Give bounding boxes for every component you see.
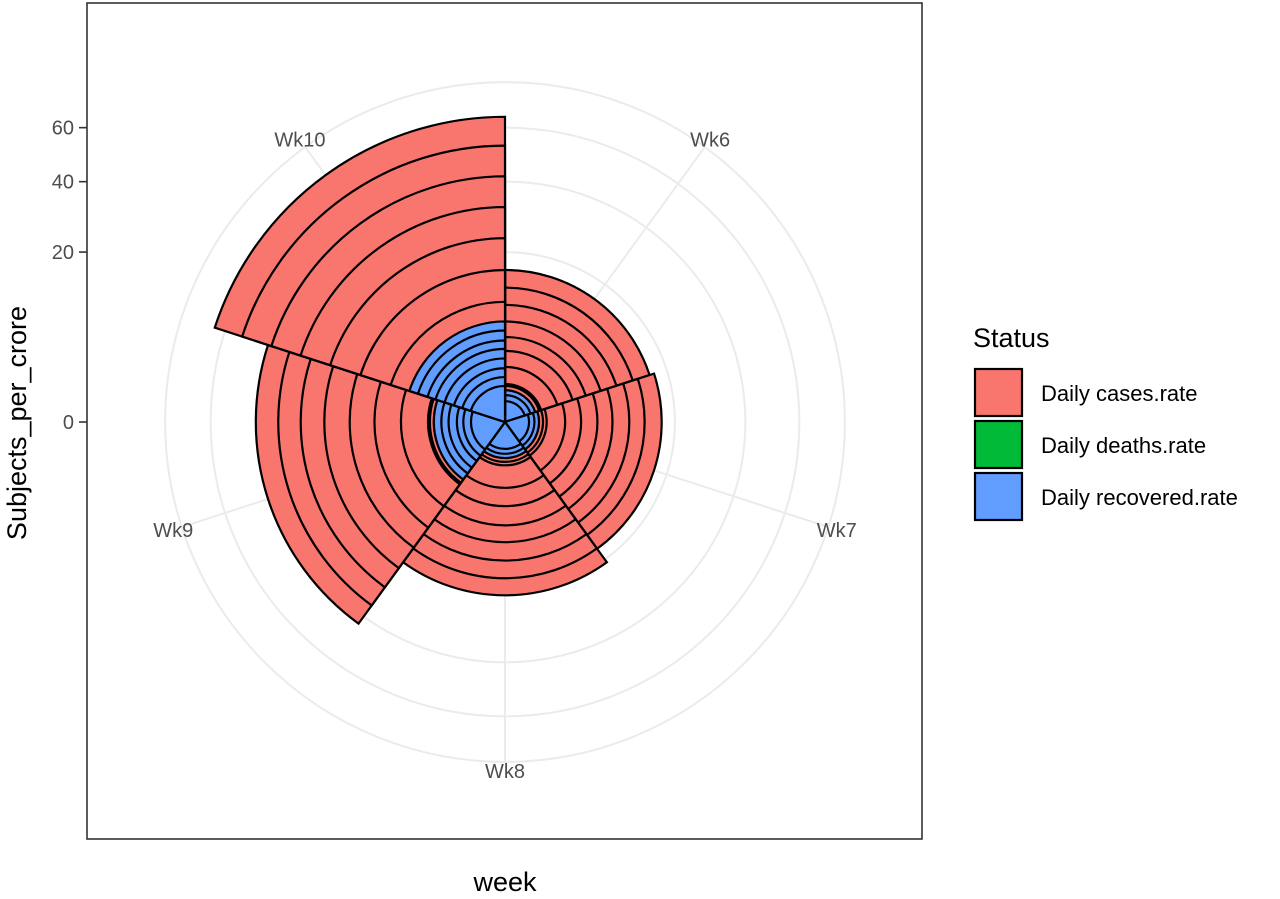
week-label: Wk9: [153, 520, 193, 542]
x-axis-title: week: [472, 867, 537, 897]
legend-label: Daily recovered.rate: [1041, 485, 1238, 510]
bar-segment: [469, 384, 507, 424]
legend: Status Daily cases.rate Daily deaths.rate…: [973, 323, 1238, 522]
legend-label: Daily deaths.rate: [1041, 433, 1206, 458]
y-tick-label: 40: [52, 172, 74, 194]
y-axis: 0 20 40 60: [52, 118, 87, 434]
y-tick-label: 0: [63, 412, 74, 434]
week-label: Wk6: [690, 130, 730, 152]
week-label: Wk10: [274, 130, 325, 152]
legend-title: Status: [973, 323, 1050, 353]
bars: [213, 115, 663, 626]
week-labels: Wk6 Wk7 Wk8 Wk9 Wk10: [153, 130, 857, 783]
y-axis-title: Subjects_per_crore: [2, 306, 32, 540]
legend-swatch: [973, 471, 1024, 522]
legend-label: Daily cases.rate: [1041, 381, 1198, 406]
week-label: Wk8: [485, 761, 525, 783]
y-tick-label: 20: [52, 242, 74, 264]
y-tick-label: 60: [52, 118, 74, 140]
legend-swatch: [973, 367, 1024, 418]
week-label: Wk7: [817, 520, 857, 542]
legend-swatch: [973, 419, 1024, 470]
